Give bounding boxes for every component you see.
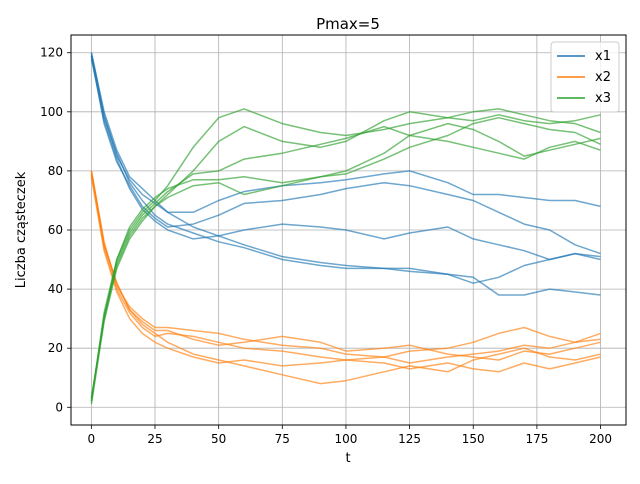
y-axis-label: Liczba cząsteczek: [14, 171, 29, 288]
x-tick-label: 75: [275, 432, 290, 446]
y-tick-label: 60: [48, 223, 63, 237]
y-tick-label: 20: [48, 341, 63, 355]
series-lines: [90, 52, 601, 405]
y-tick-label: 80: [48, 164, 63, 178]
x-tick-label: 150: [462, 432, 485, 446]
legend-label-x2: x2: [595, 70, 611, 85]
x-tick-label: 0: [88, 432, 96, 446]
series-x1-run-5: [90, 55, 601, 255]
x-tick-label: 125: [398, 432, 421, 446]
x-tick-label: 100: [335, 432, 358, 446]
series-x2-run-2: [90, 173, 601, 364]
x-tick-label: 175: [525, 432, 548, 446]
x-tick-label: 25: [147, 432, 162, 446]
y-axis-ticks: 0 20 40 60 80 100 120: [40, 46, 71, 414]
series-x2-run-1: [90, 170, 601, 385]
series-x2-run-4: [90, 176, 601, 373]
x-axis-label: t: [345, 451, 350, 466]
series-x1-run-3: [90, 58, 601, 261]
series-x1-run-1: [90, 52, 601, 284]
series-x1-run-2: [90, 55, 601, 296]
legend-label-x1: x1: [595, 49, 611, 64]
x-tick-label: 200: [589, 432, 612, 446]
series-x3-run-4: [90, 122, 601, 405]
series-x3-run-5: [90, 116, 601, 399]
series-x2-run-5: [90, 170, 601, 361]
x-tick-label: 50: [211, 432, 226, 446]
legend: x1 x2 x3: [550, 41, 620, 113]
y-tick-label: 120: [40, 46, 63, 60]
series-x3-run-2: [90, 111, 601, 399]
y-tick-label: 0: [55, 400, 63, 414]
legend-label-x3: x3: [595, 91, 611, 106]
y-tick-label: 40: [48, 282, 63, 296]
y-tick-label: 100: [40, 105, 63, 119]
chart-title: Pmax=5: [316, 15, 380, 33]
series-x3-run-1: [90, 108, 601, 402]
x-axis-ticks: 0 25 50 75 100 125 150 175 200: [88, 425, 612, 446]
series-x1-run-4: [90, 52, 601, 214]
series-x2-run-3: [90, 170, 601, 358]
series-x3-run-3: [90, 125, 601, 402]
